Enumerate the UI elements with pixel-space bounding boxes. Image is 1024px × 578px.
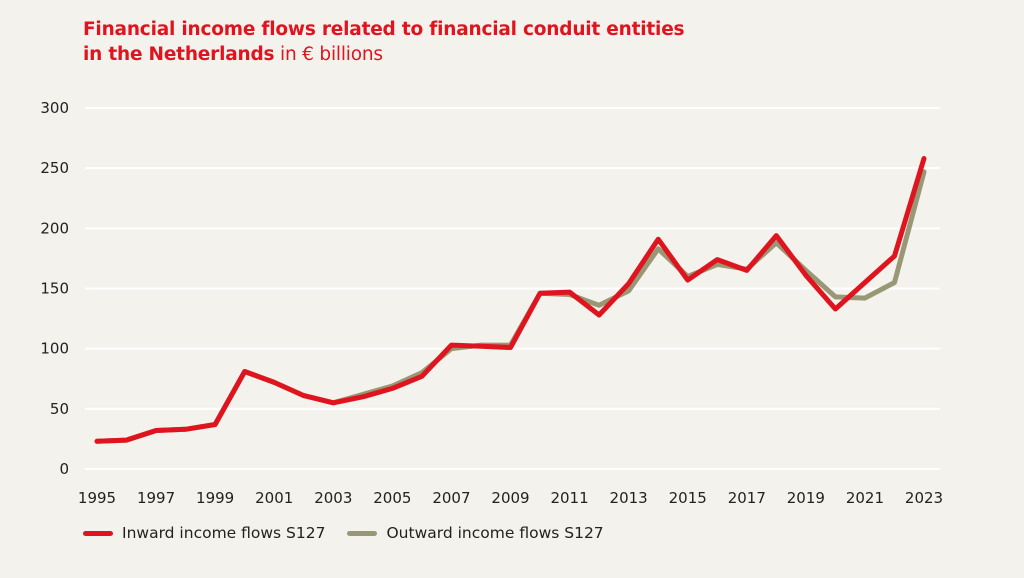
series-lines	[94, 156, 927, 444]
y-tick-label-100: 100	[40, 340, 69, 358]
x-tick-label-2001: 2001	[255, 489, 293, 507]
x-tick-label-2005: 2005	[373, 489, 411, 507]
gridlines	[85, 107, 940, 470]
y-tick-label-150: 150	[40, 280, 69, 298]
y-tick-label-50: 50	[50, 400, 69, 418]
x-axis-ticks: 1995 1997 1999 2001 2003 2005 2007 2009 2011 2013…	[78, 489, 943, 507]
x-tick-label-1995: 1995	[78, 489, 116, 507]
x-tick-label-2011: 2011	[550, 489, 588, 507]
x-tick-label-2007: 2007	[432, 489, 470, 507]
y-axis-ticks: 0 50 100 150 200 250 300	[40, 99, 69, 478]
x-tick-label-2009: 2009	[491, 489, 529, 507]
legend-item-outward: Outward income flows S127	[347, 524, 604, 542]
title-unit: in € billions	[280, 44, 383, 65]
legend-swatch-inward	[83, 530, 113, 536]
x-tick-label-2021: 2021	[846, 489, 884, 507]
x-tick-label-2017: 2017	[728, 489, 766, 507]
title-line-2: in the Netherlands	[83, 44, 275, 65]
legend-swatch-outward	[347, 530, 378, 536]
x-tick-label-1997: 1997	[137, 489, 175, 507]
chart-title: Financial income flows related to financ…	[83, 17, 685, 67]
legend-label-inward: Inward income flows S127	[122, 524, 326, 542]
title-line-1: Financial income flows related to financ…	[83, 19, 685, 40]
x-tick-label-2003: 2003	[314, 489, 352, 507]
legend-item-inward: Inward income flows S127	[83, 524, 325, 542]
series-line-outward	[94, 169, 927, 444]
y-tick-label-0: 0	[59, 460, 69, 478]
y-tick-label-300: 300	[40, 99, 69, 117]
y-tick-label-200: 200	[40, 219, 69, 237]
x-tick-label-1999: 1999	[196, 489, 234, 507]
x-tick-label-2015: 2015	[669, 489, 707, 507]
legend: Inward income flows S127 Outward income …	[83, 524, 626, 542]
x-tick-label-2019: 2019	[787, 489, 825, 507]
x-tick-label-2013: 2013	[610, 489, 648, 507]
legend-label-outward: Outward income flows S127	[386, 524, 604, 542]
x-tick-label-2023: 2023	[905, 489, 943, 507]
y-tick-label-250: 250	[40, 159, 69, 177]
series-line-inward	[94, 156, 927, 444]
